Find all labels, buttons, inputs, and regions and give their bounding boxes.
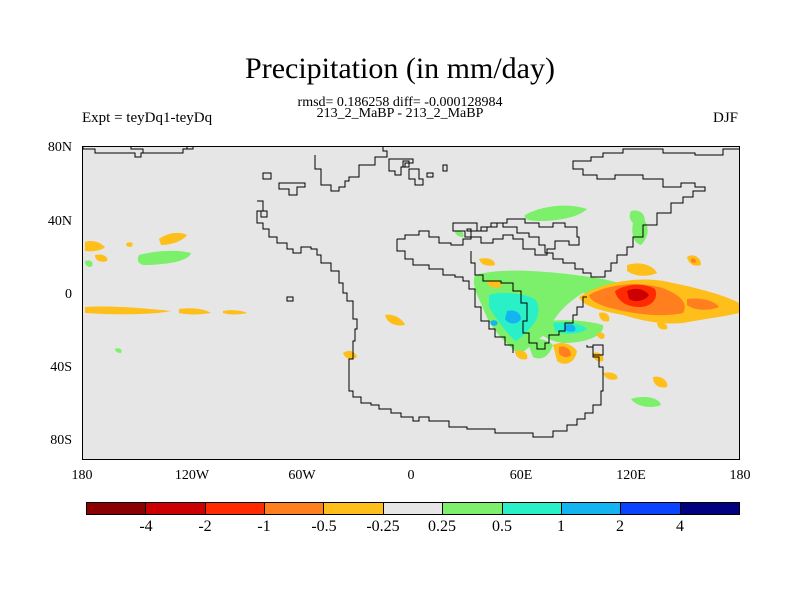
colorbar	[86, 502, 740, 515]
anomaly-region	[85, 260, 93, 267]
anomaly-region	[599, 312, 610, 322]
anomaly-region	[455, 230, 464, 237]
rmsd-diff-label: rmsd= 0.186258 diff= -0.000128984	[297, 95, 503, 110]
lat-tick-label: 80N	[47, 140, 72, 155]
colorbar-box	[205, 503, 266, 514]
colorbar-label: -4	[139, 518, 153, 535]
colorbar-label: -1	[257, 518, 271, 535]
colorbar-box	[561, 503, 622, 514]
anomaly-region	[85, 306, 171, 315]
anomaly-region	[137, 250, 191, 265]
anomaly-region	[657, 322, 668, 330]
anomaly-region	[505, 310, 521, 324]
anomaly-region	[627, 288, 649, 302]
lat-tick-label: 40N	[47, 214, 72, 229]
anomaly-region	[126, 242, 133, 247]
anomaly-region	[627, 263, 657, 276]
anomaly-region	[564, 324, 576, 332]
lat-tick-label: 40S	[50, 360, 72, 375]
anomaly-region	[515, 350, 528, 360]
colorbar-label: 2	[616, 518, 624, 535]
colorbar-label: 4	[676, 518, 684, 535]
experiment-label: Expt = teyDq1-teyDq	[82, 110, 213, 126]
anomaly-region	[179, 308, 211, 315]
colorbar-box	[324, 503, 384, 514]
anomaly-region	[343, 350, 357, 360]
anomaly-region	[524, 205, 587, 221]
anomaly-fills	[85, 205, 739, 407]
colorbar-box	[621, 503, 681, 514]
anomaly-region	[115, 348, 122, 353]
colorbar-box	[383, 503, 444, 514]
anomaly-region	[223, 310, 247, 315]
colorbar-label: 1	[557, 518, 565, 535]
anomaly-region	[479, 258, 495, 266]
anomaly-region	[159, 232, 187, 245]
season-label: DJF	[712, 110, 738, 126]
anomaly-region	[629, 210, 648, 245]
colorbar-label: 0.25	[428, 518, 456, 535]
anomaly-region	[603, 372, 618, 380]
colorbar-box	[680, 503, 739, 514]
lat-tick-label: 0	[65, 287, 72, 302]
precipitation-map	[83, 147, 739, 438]
anomaly-region	[95, 254, 108, 262]
colorbar-label: -0.25	[366, 518, 400, 535]
lon-tick-label: 60E	[509, 468, 533, 483]
lon-tick-label: 120W	[174, 468, 210, 483]
coastlines	[83, 147, 739, 438]
anomaly-region	[385, 314, 405, 326]
colorbar-box	[87, 503, 147, 514]
anomaly-region	[691, 258, 696, 263]
colorbar-box	[502, 503, 562, 514]
colorbar-label: 0.5	[492, 518, 512, 535]
colorbar-box	[443, 503, 503, 514]
map-panel	[82, 146, 740, 460]
anomaly-region	[631, 397, 661, 407]
lon-tick-label: 180	[71, 468, 93, 483]
anomaly-region	[597, 332, 605, 339]
case-label: 213_2_MaBP - 213_2_MaBP	[316, 106, 484, 121]
lon-tick-label: 60W	[288, 468, 316, 483]
lon-tick-label: 0	[407, 468, 415, 483]
lon-tick-label: 120E	[616, 468, 646, 483]
colorbar-label: -2	[198, 518, 212, 535]
anomaly-region	[85, 240, 105, 252]
lon-tick-label: 180	[729, 468, 751, 483]
lat-tick-label: 80S	[50, 433, 72, 448]
anomaly-region	[687, 298, 719, 310]
anomaly-region	[653, 376, 668, 388]
anomaly-region	[559, 346, 571, 358]
anomaly-region	[487, 280, 502, 288]
anomaly-region	[490, 320, 498, 326]
plot-title: Precipitation (in mm/day)	[245, 52, 555, 85]
colorbar-label: -0.5	[311, 518, 337, 535]
colorbar-box	[265, 503, 325, 514]
colorbar-box	[146, 503, 206, 514]
